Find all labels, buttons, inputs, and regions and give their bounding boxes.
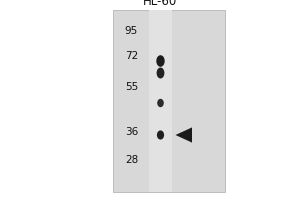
Text: 28: 28: [125, 155, 138, 165]
Text: 95: 95: [125, 26, 138, 36]
Ellipse shape: [157, 99, 164, 107]
Ellipse shape: [157, 130, 164, 140]
Bar: [149, 10, 172, 192]
Text: 55: 55: [125, 82, 138, 92]
Text: HL-60: HL-60: [143, 0, 178, 8]
Text: 72: 72: [125, 51, 138, 61]
Text: 36: 36: [125, 127, 138, 137]
Polygon shape: [176, 127, 192, 143]
Ellipse shape: [156, 55, 165, 67]
Ellipse shape: [157, 68, 164, 78]
Bar: [112, 10, 225, 192]
